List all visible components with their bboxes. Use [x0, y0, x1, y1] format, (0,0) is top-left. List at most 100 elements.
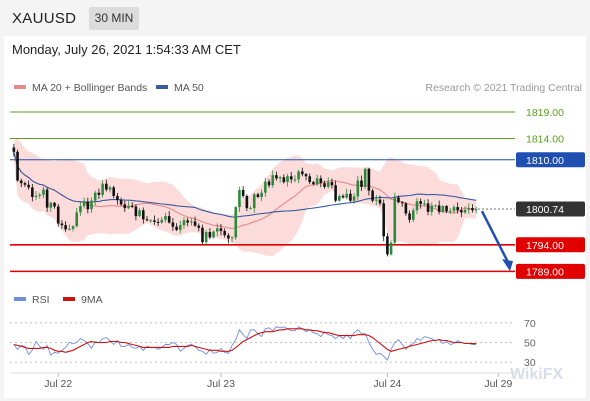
- level-label-1810-00: 1810.00: [526, 155, 564, 167]
- candle-body: [241, 190, 245, 196]
- candle: [160, 217, 164, 224]
- candle: [437, 200, 441, 215]
- candle: [23, 181, 27, 187]
- candle: [193, 216, 197, 227]
- candle-body: [130, 206, 134, 208]
- level-lines: [10, 111, 515, 273]
- candle: [363, 167, 367, 190]
- candle: [312, 180, 315, 186]
- candle-body: [304, 174, 308, 177]
- candle-body: [400, 202, 404, 204]
- candle-body: [371, 190, 374, 201]
- candle: [315, 174, 319, 186]
- candle-body: [119, 200, 123, 205]
- symbol-label: XAUUSD: [12, 10, 77, 27]
- candle: [397, 195, 400, 204]
- candle-body: [334, 185, 337, 201]
- candle-body: [382, 203, 385, 237]
- candle-body: [12, 147, 16, 152]
- candle-body: [264, 181, 267, 193]
- candle: [389, 240, 393, 256]
- candle: [374, 194, 378, 206]
- candle: [86, 197, 90, 214]
- candle-body: [123, 204, 127, 209]
- candle: [260, 189, 263, 202]
- candle: [278, 175, 282, 183]
- candle: [82, 197, 86, 209]
- x-tick-label: Jul 29: [484, 378, 512, 390]
- candle-body: [411, 210, 415, 220]
- candle-body: [397, 197, 400, 203]
- candle: [31, 183, 34, 202]
- candle-body: [463, 209, 467, 213]
- candle: [164, 212, 167, 223]
- candle: [42, 186, 45, 199]
- candle: [434, 204, 437, 208]
- candle: [275, 171, 278, 181]
- candle-body: [467, 208, 471, 210]
- candle: [445, 205, 448, 214]
- candle: [367, 167, 371, 196]
- candle-body: [49, 202, 53, 208]
- ma9-legend-label: 9MA: [81, 294, 103, 306]
- candle-body: [34, 195, 38, 197]
- candle: [326, 177, 330, 189]
- candle-body: [178, 225, 182, 230]
- rsi-tick-70: 70: [524, 318, 536, 330]
- candle: [201, 224, 204, 245]
- candle-body: [90, 200, 93, 210]
- candle: [49, 201, 53, 212]
- candle: [323, 180, 326, 189]
- candle: [319, 175, 323, 188]
- candle-body: [374, 199, 378, 201]
- candle-body: [408, 213, 411, 220]
- candle: [352, 193, 356, 204]
- candle-body: [127, 206, 130, 209]
- candle-body: [282, 177, 286, 183]
- candle-body: [256, 194, 260, 197]
- candle: [330, 178, 334, 189]
- candle: [415, 197, 419, 215]
- candle: [334, 180, 337, 203]
- candle-body: [38, 194, 42, 196]
- candle: [149, 219, 152, 223]
- candle: [241, 186, 245, 199]
- candle: [423, 199, 426, 207]
- candle: [197, 223, 201, 232]
- candle-body: [186, 220, 189, 223]
- arrow-head: [502, 259, 513, 272]
- level-tag-1800-74: [516, 201, 585, 217]
- candle-body: [278, 177, 282, 179]
- candle-body: [338, 195, 341, 201]
- timeframe-button[interactable]: 30 MIN: [89, 7, 139, 30]
- candle-body: [68, 228, 71, 230]
- candle-body: [101, 183, 104, 195]
- candle-body: [249, 208, 252, 210]
- candle: [186, 217, 189, 227]
- ma20-legend-label: MA 20 + Bollinger Bands: [32, 82, 147, 94]
- candle-body: [326, 182, 330, 187]
- candle-body: [71, 226, 75, 229]
- candle: [249, 206, 252, 210]
- candle-body: [245, 195, 249, 209]
- candle-body: [434, 205, 437, 207]
- candle: [289, 171, 293, 184]
- candle-body: [452, 207, 456, 211]
- candle: [371, 188, 374, 203]
- candle-body: [23, 183, 27, 185]
- candle: [271, 170, 275, 188]
- candle-body: [301, 171, 304, 175]
- candle-body: [75, 212, 79, 227]
- candle-body: [145, 219, 149, 221]
- rsi-legend-label: RSI: [32, 294, 50, 306]
- candle-body: [19, 180, 23, 184]
- candle-body: [153, 220, 156, 222]
- candle: [56, 203, 60, 227]
- candle-body: [31, 187, 34, 197]
- rsi-legend-swatch: [14, 297, 26, 301]
- candle-body: [197, 225, 201, 228]
- candle-body: [393, 197, 397, 243]
- level-label-1789-00: 1789.00: [526, 266, 564, 278]
